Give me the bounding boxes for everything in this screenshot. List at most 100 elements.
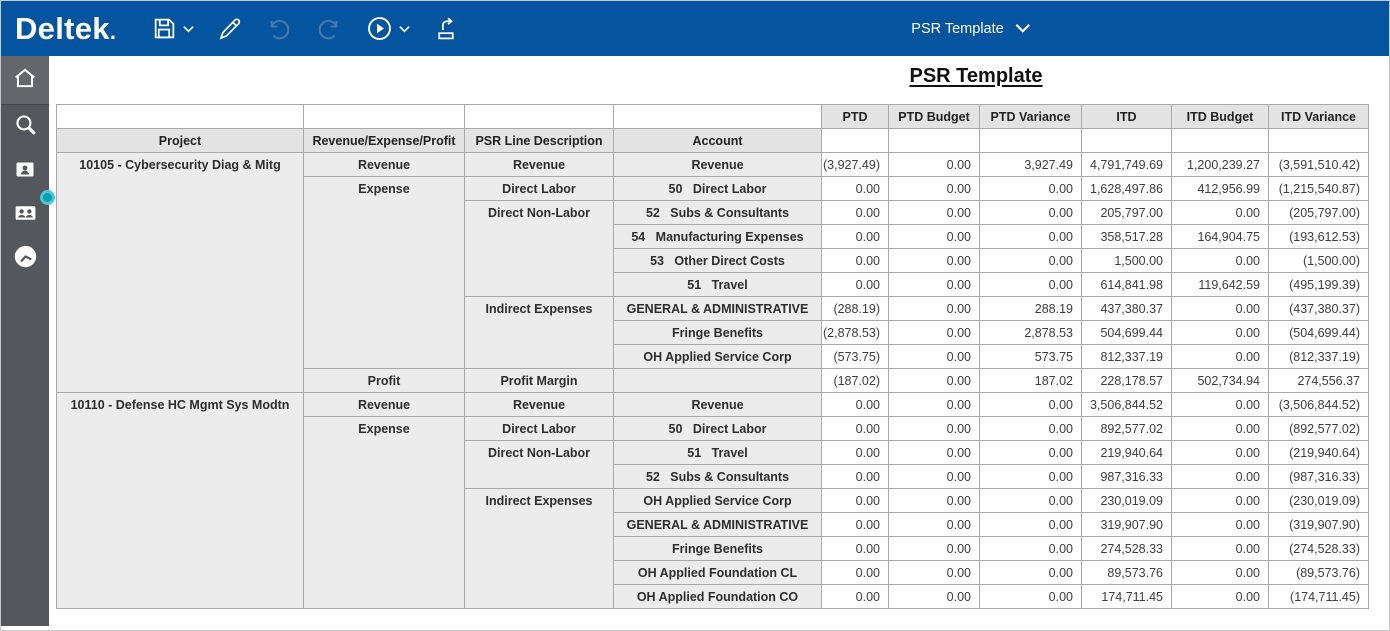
cell-account[interactable]: 50 Direct Labor (613, 176, 822, 201)
cell-value[interactable]: 0.00 (821, 392, 889, 417)
cell-value[interactable]: (1,500.00) (1268, 248, 1369, 273)
cell-account[interactable]: Revenue (613, 152, 822, 177)
cell-psr-line-description[interactable]: Revenue (464, 152, 614, 177)
cell-value[interactable]: 0.00 (1171, 320, 1269, 345)
cell-value[interactable]: 4,791,749.69 (1081, 152, 1172, 177)
redo-button[interactable] (304, 1, 354, 56)
cell-value[interactable]: 0.00 (1171, 560, 1269, 585)
cell-value[interactable]: (3,927.49) (821, 152, 889, 177)
cell-value[interactable]: 0.00 (1171, 392, 1269, 417)
cell-value[interactable]: 0.00 (1171, 512, 1269, 537)
cell-value[interactable]: 437,380.37 (1081, 296, 1172, 321)
cell-value[interactable]: 0.00 (1171, 440, 1269, 465)
cell-rev-exp-profit[interactable]: Revenue (303, 392, 465, 417)
cell-value[interactable]: 614,841.98 (1081, 272, 1172, 297)
cell-value[interactable]: 0.00 (888, 272, 980, 297)
cell-value[interactable]: 274,556.37 (1268, 368, 1369, 393)
cell-value[interactable]: 164,904.75 (1171, 224, 1269, 249)
cell-value[interactable]: 0.00 (979, 440, 1082, 465)
cell-value[interactable]: 0.00 (821, 272, 889, 297)
cell-account[interactable]: 53 Other Direct Costs (613, 248, 822, 273)
cell-account[interactable]: GENERAL & ADMINISTRATIVE (613, 296, 822, 321)
cell-value[interactable]: 0.00 (888, 464, 980, 489)
cell-value[interactable]: 0.00 (888, 320, 980, 345)
cell-value[interactable]: 0.00 (888, 416, 980, 441)
cell-value[interactable]: 3,506,844.52 (1081, 392, 1172, 417)
cell-value[interactable]: 892,577.02 (1081, 416, 1172, 441)
cell-value[interactable]: (219,940.64) (1268, 440, 1369, 465)
cell-value[interactable]: 0.00 (821, 464, 889, 489)
cell-value[interactable]: 0.00 (821, 488, 889, 513)
cell-value[interactable]: 228,178.57 (1081, 368, 1172, 393)
cell-account[interactable]: Fringe Benefits (613, 320, 822, 345)
cell-value[interactable]: 412,956.99 (1171, 176, 1269, 201)
cell-rev-exp-profit[interactable]: Expense (303, 176, 465, 369)
cell-value[interactable]: 187.02 (979, 368, 1082, 393)
cell-account[interactable]: 52 Subs & Consultants (613, 200, 822, 225)
cell-value[interactable]: 1,500.00 (1081, 248, 1172, 273)
cell-value[interactable]: 219,940.64 (1081, 440, 1172, 465)
cell-account[interactable]: Fringe Benefits (613, 536, 822, 561)
cell-value[interactable]: 502,734.94 (1171, 368, 1269, 393)
cell-value[interactable]: (987,316.33) (1268, 464, 1369, 489)
cell-account[interactable]: 51 Travel (613, 440, 822, 465)
cell-value[interactable]: 0.00 (821, 248, 889, 273)
cell-value[interactable]: 0.00 (1171, 200, 1269, 225)
cell-value[interactable]: (892,577.02) (1268, 416, 1369, 441)
cell-value[interactable]: 0.00 (979, 392, 1082, 417)
cell-value[interactable]: 0.00 (979, 464, 1082, 489)
cell-value[interactable]: 0.00 (888, 296, 980, 321)
cell-value[interactable]: 0.00 (888, 248, 980, 273)
cell-value[interactable]: 0.00 (1171, 464, 1269, 489)
cell-value[interactable]: 358,517.28 (1081, 224, 1172, 249)
panel-drag-handle[interactable] (40, 190, 55, 205)
cell-value[interactable]: 0.00 (1171, 344, 1269, 369)
cell-psr-line-description[interactable]: Direct Labor (464, 416, 614, 441)
cell-value[interactable]: 0.00 (979, 416, 1082, 441)
cell-project[interactable]: 10110 - Defense HC Mgmt Sys Modtn (56, 392, 304, 609)
cell-value[interactable]: 119,642.59 (1171, 272, 1269, 297)
cell-rev-exp-profit[interactable]: Revenue (303, 152, 465, 177)
sidebar-item-employee-directory[interactable] (1, 149, 49, 193)
cell-value[interactable]: 0.00 (979, 512, 1082, 537)
cell-account[interactable]: Revenue (613, 392, 822, 417)
cell-value[interactable]: 0.00 (821, 416, 889, 441)
cell-value[interactable]: (1,215,540.87) (1268, 176, 1369, 201)
cell-value[interactable]: 319,907.90 (1081, 512, 1172, 537)
cell-value[interactable]: (812,337.19) (1268, 344, 1369, 369)
cell-value[interactable]: (2,878.53) (821, 320, 889, 345)
cell-value[interactable]: (187.02) (821, 368, 889, 393)
cell-value[interactable]: 0.00 (888, 368, 980, 393)
cell-psr-line-description[interactable]: Direct Non-Labor (464, 200, 614, 297)
cell-psr-line-description[interactable]: Revenue (464, 392, 614, 417)
cell-value[interactable]: 0.00 (888, 392, 980, 417)
cell-account[interactable]: 54 Manufacturing Expenses (613, 224, 822, 249)
cell-value[interactable]: 0.00 (821, 224, 889, 249)
cell-value[interactable]: 230,019.09 (1081, 488, 1172, 513)
cell-account[interactable]: GENERAL & ADMINISTRATIVE (613, 512, 822, 537)
cell-account[interactable]: OH Applied Foundation CO (613, 584, 822, 609)
undo-button[interactable] (254, 1, 304, 56)
cell-value[interactable]: 0.00 (979, 560, 1082, 585)
cell-value[interactable]: 0.00 (979, 248, 1082, 273)
cell-value[interactable]: (288.19) (821, 296, 889, 321)
cell-value[interactable]: (319,907.90) (1268, 512, 1369, 537)
cell-value[interactable]: 1,200,239.27 (1171, 152, 1269, 177)
cell-value[interactable]: 205,797.00 (1081, 200, 1172, 225)
cell-value[interactable]: (274,528.33) (1268, 536, 1369, 561)
cell-account[interactable]: OH Applied Foundation CL (613, 560, 822, 585)
cell-value[interactable]: 288.19 (979, 296, 1082, 321)
cell-value[interactable]: 0.00 (821, 512, 889, 537)
cell-psr-line-description[interactable]: Profit Margin (464, 368, 614, 393)
cell-value[interactable]: 0.00 (821, 440, 889, 465)
cell-account[interactable]: 50 Direct Labor (613, 416, 822, 441)
cell-value[interactable]: 573.75 (979, 344, 1082, 369)
cell-value[interactable]: 0.00 (888, 536, 980, 561)
view-selector[interactable]: PSR Template (911, 1, 1031, 56)
cell-value[interactable]: (504,699.44) (1268, 320, 1369, 345)
cell-value[interactable]: (437,380.37) (1268, 296, 1369, 321)
cell-value[interactable]: 0.00 (979, 224, 1082, 249)
cell-value[interactable]: 0.00 (979, 536, 1082, 561)
cell-value[interactable]: 0.00 (821, 536, 889, 561)
cell-value[interactable]: (3,506,844.52) (1268, 392, 1369, 417)
